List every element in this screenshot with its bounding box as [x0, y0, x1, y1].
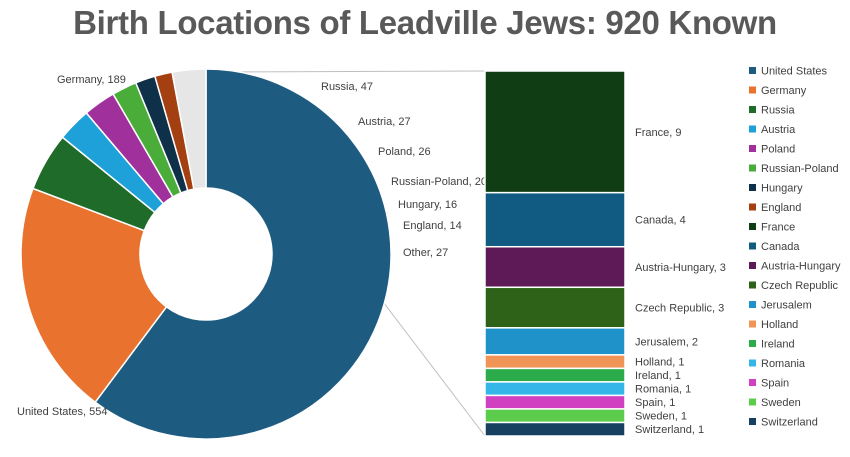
- legend-swatch-switzerland: [749, 418, 756, 425]
- legend-label-england: England: [761, 202, 801, 214]
- legend-swatch-canada: [749, 242, 756, 250]
- legend-swatch-austria: [749, 125, 756, 133]
- legend-label-russia: Russia: [761, 105, 796, 117]
- pie-labels: United States, 554 Germany, 189 Russia, 47…: [17, 74, 487, 418]
- legend: United States Germany Russia Austria Poland R…: [749, 66, 841, 429]
- legend-swatch-russia: [749, 106, 756, 113]
- bar-segment-canada: [484, 191, 626, 248]
- bar-label-ireland: Ireland, 1: [635, 370, 681, 382]
- pie-label-hungary: Hungary, 16: [398, 199, 457, 211]
- pie-slice-germany: [20, 187, 168, 404]
- pie-slice-united-states: [94, 68, 392, 440]
- pie-label-austria: Austria, 27: [358, 116, 411, 128]
- legend-label-holland: Holland: [761, 319, 798, 331]
- chart-title: Birth Locations of Leadville Jews: 920 K…: [73, 4, 777, 41]
- pie-label-germany: Germany, 189: [57, 74, 126, 86]
- bar-segment-spain: [484, 394, 626, 410]
- bar-segment-czech-republic: [484, 286, 626, 329]
- legend-swatch-holland: [749, 320, 756, 328]
- bar-segment-holland: [484, 354, 626, 370]
- bar-label-sweden: Sweden, 1: [635, 411, 687, 423]
- pie-slice-other: [171, 68, 207, 190]
- pie-label-russian-poland: Russian-Poland, 20: [391, 176, 487, 188]
- bar-segment-france: [484, 70, 626, 194]
- legend-label-jerusalem: Jerusalem: [761, 300, 812, 312]
- legend-swatch-united-states: [749, 67, 756, 74]
- bar-segment-switzerland: [484, 421, 626, 437]
- legend-label-austria: Austria: [761, 124, 796, 136]
- legend-label-sweden: Sweden: [761, 397, 801, 409]
- legend-swatch-austria-hungary: [749, 262, 756, 269]
- legend-label-switzerland: Switzerland: [761, 417, 818, 429]
- pie-slices: [20, 68, 392, 440]
- legend-swatch-czech-republic: [749, 281, 756, 289]
- bar-segment-sweden: [484, 408, 626, 424]
- breakdown-bar-labels: France, 9 Canada, 4 Austria-Hungary, 3 Czec…: [635, 127, 726, 436]
- bar-label-canada: Canada, 4: [635, 215, 686, 227]
- legend-label-poland: Poland: [761, 144, 795, 156]
- legend-label-germany: Germany: [761, 85, 807, 97]
- bar-label-czech-republic: Czech Republic, 3: [635, 303, 724, 315]
- legend-swatch-france: [749, 223, 756, 230]
- legend-swatch-spain: [749, 379, 756, 386]
- pie-label-poland: Poland, 26: [378, 146, 431, 158]
- pie-label-england: England, 14: [403, 220, 462, 232]
- bar-segment-jerusalem: [484, 327, 626, 356]
- legend-swatch-sweden: [749, 398, 756, 406]
- bar-label-holland: Holland, 1: [635, 357, 685, 369]
- legend-label-austria-hungary: Austria-Hungary: [761, 261, 841, 273]
- legend-label-canada: Canada: [761, 241, 800, 253]
- bar-segment-romania: [484, 381, 626, 397]
- legend-label-hungary: Hungary: [761, 183, 803, 195]
- legend-swatch-hungary: [749, 184, 756, 191]
- legend-swatch-ireland: [749, 340, 756, 347]
- bar-label-spain: Spain, 1: [635, 397, 675, 409]
- breakdown-bar: [484, 70, 626, 437]
- legend-label-spain: Spain: [761, 378, 789, 390]
- legend-swatch-england: [749, 203, 756, 211]
- bar-label-austria-hungary: Austria-Hungary, 3: [635, 262, 726, 274]
- bar-label-france: France, 9: [635, 127, 681, 139]
- legend-swatch-germany: [749, 86, 756, 94]
- bar-label-romania: Romania, 1: [635, 384, 691, 396]
- legend-label-united-states: United States: [761, 66, 828, 78]
- legend-label-romania: Romania: [761, 358, 806, 370]
- legend-swatch-jerusalem: [749, 301, 756, 308]
- legend-swatch-romania: [749, 359, 756, 367]
- bar-segment-ireland: [484, 367, 626, 383]
- legend-label-ireland: Ireland: [761, 339, 795, 351]
- pie-label-united-states: United States, 554: [17, 406, 108, 418]
- pie-label-other: Other, 27: [403, 247, 448, 259]
- legend-swatch-russian-poland: [749, 164, 756, 172]
- bar-label-switzerland: Switzerland, 1: [635, 424, 704, 436]
- bar-segment-austria-hungary: [484, 245, 626, 289]
- pie-label-russia: Russia, 47: [321, 81, 373, 93]
- legend-label-france: France: [761, 222, 795, 234]
- bar-label-jerusalem: Jerusalem, 2: [635, 336, 698, 348]
- legend-swatch-poland: [749, 145, 756, 152]
- legend-label-czech-republic: Czech Republic: [761, 280, 839, 292]
- legend-label-russian-poland: Russian-Poland: [761, 163, 839, 175]
